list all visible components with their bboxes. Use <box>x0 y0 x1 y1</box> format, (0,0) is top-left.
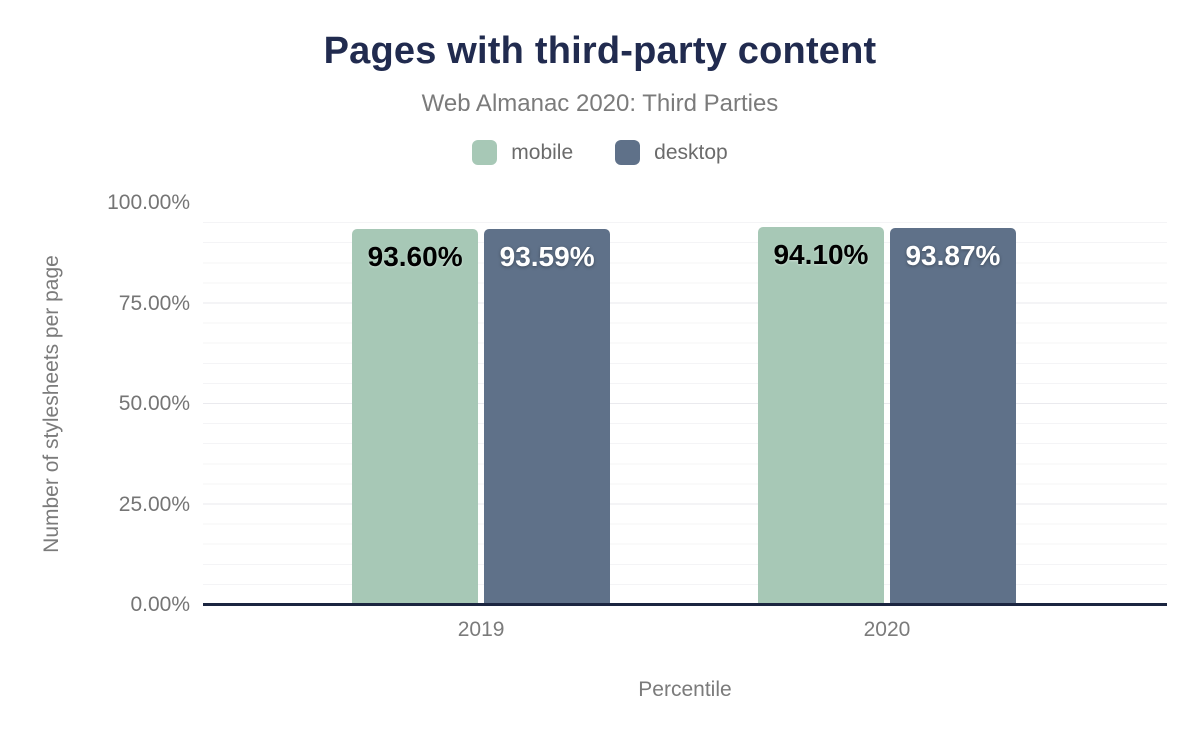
legend: mobile desktop <box>0 140 1200 165</box>
y-tick-label: 0.00% <box>130 593 190 616</box>
bar-value-label: 93.59% <box>499 240 595 272</box>
x-axis-line <box>203 603 1167 606</box>
x-axis-ticks: 2019 2020 <box>203 618 1167 648</box>
y-tick-label: 100.00% <box>107 191 190 214</box>
bar-2019-desktop[interactable]: 93.59% <box>484 228 611 605</box>
x-tick-label-2020: 2020 <box>863 618 911 641</box>
legend-label: mobile <box>511 140 574 164</box>
bar-value-label: 93.87% <box>905 239 1001 271</box>
chart-title: Pages with third-party content <box>323 30 877 72</box>
chart-subtitle: Web Almanac 2020: Third Parties <box>421 90 779 117</box>
y-axis-ticks: 0.00% 25.00% 50.00% 75.00% 100.00% <box>0 191 190 616</box>
bar-2019-mobile[interactable]: 93.60% <box>352 228 479 605</box>
y-tick-label: 25.00% <box>118 492 190 516</box>
bar-2020-desktop[interactable]: 93.87% <box>889 227 1016 605</box>
y-tick-label: 75.00% <box>118 291 190 315</box>
legend-item-mobile[interactable]: mobile <box>472 140 573 165</box>
legend-swatch-mobile <box>472 140 498 165</box>
legend-item-desktop[interactable]: desktop <box>615 140 728 165</box>
x-tick-label-2019: 2019 <box>457 618 505 641</box>
legend-swatch-desktop <box>615 140 641 165</box>
bar-value-label: 93.60% <box>367 240 463 272</box>
legend-label: desktop <box>654 140 728 164</box>
plot-area: 93.60% 93.59% 94.10% 93.87% <box>203 203 1167 606</box>
bar-2020-mobile[interactable]: 94.10% <box>757 226 884 605</box>
bar-value-label: 94.10% <box>773 238 869 270</box>
y-tick-label: 50.00% <box>118 392 190 415</box>
x-axis-title: Percentile <box>638 678 732 701</box>
